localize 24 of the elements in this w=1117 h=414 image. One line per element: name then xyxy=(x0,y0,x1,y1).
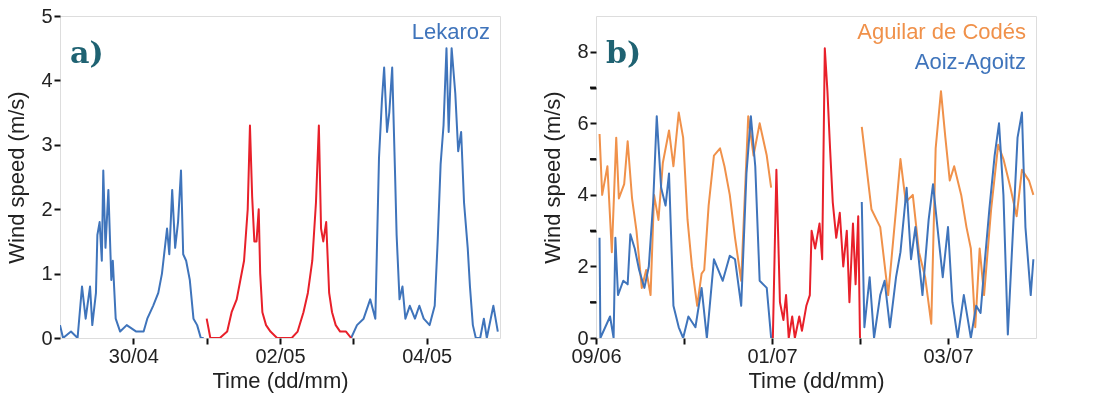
x-tick-label: 01/07 xyxy=(747,344,798,367)
y-tick-label: 8 xyxy=(577,40,589,63)
x-tick-label: 02/05 xyxy=(255,344,306,367)
y-tick-label: 2 xyxy=(577,254,589,277)
y-axis-title: Wind speed (m/s) xyxy=(540,91,566,264)
y-tick-label: 5 xyxy=(41,4,53,27)
x-axis-title: Time (dd/mm) xyxy=(212,367,349,393)
y-tick-label: 6 xyxy=(577,111,589,134)
x-tick-label: 30/04 xyxy=(108,344,159,367)
annotation: b) xyxy=(606,35,642,70)
x-tick-label: 03/07 xyxy=(923,344,974,367)
text: Aguilar de Codés xyxy=(857,19,1026,44)
y-tick-label: 4 xyxy=(577,183,589,206)
y-tick-label: 3 xyxy=(41,133,53,156)
y-tick-label: 4 xyxy=(41,68,53,91)
x-tick-label: 04/05 xyxy=(402,344,453,367)
series-label: Aoiz-Agoitz xyxy=(914,49,1026,74)
y-axis-title: Wind speed (m/s) xyxy=(4,91,30,264)
y-tick-label: 2 xyxy=(41,197,53,220)
x-axis-title: Time (dd/mm) xyxy=(748,367,885,393)
series-label: Lekaroz xyxy=(411,19,490,44)
annotation: a) xyxy=(70,35,104,70)
y-tick-label: 1 xyxy=(41,262,53,285)
y-tick-label: 0 xyxy=(41,326,53,349)
